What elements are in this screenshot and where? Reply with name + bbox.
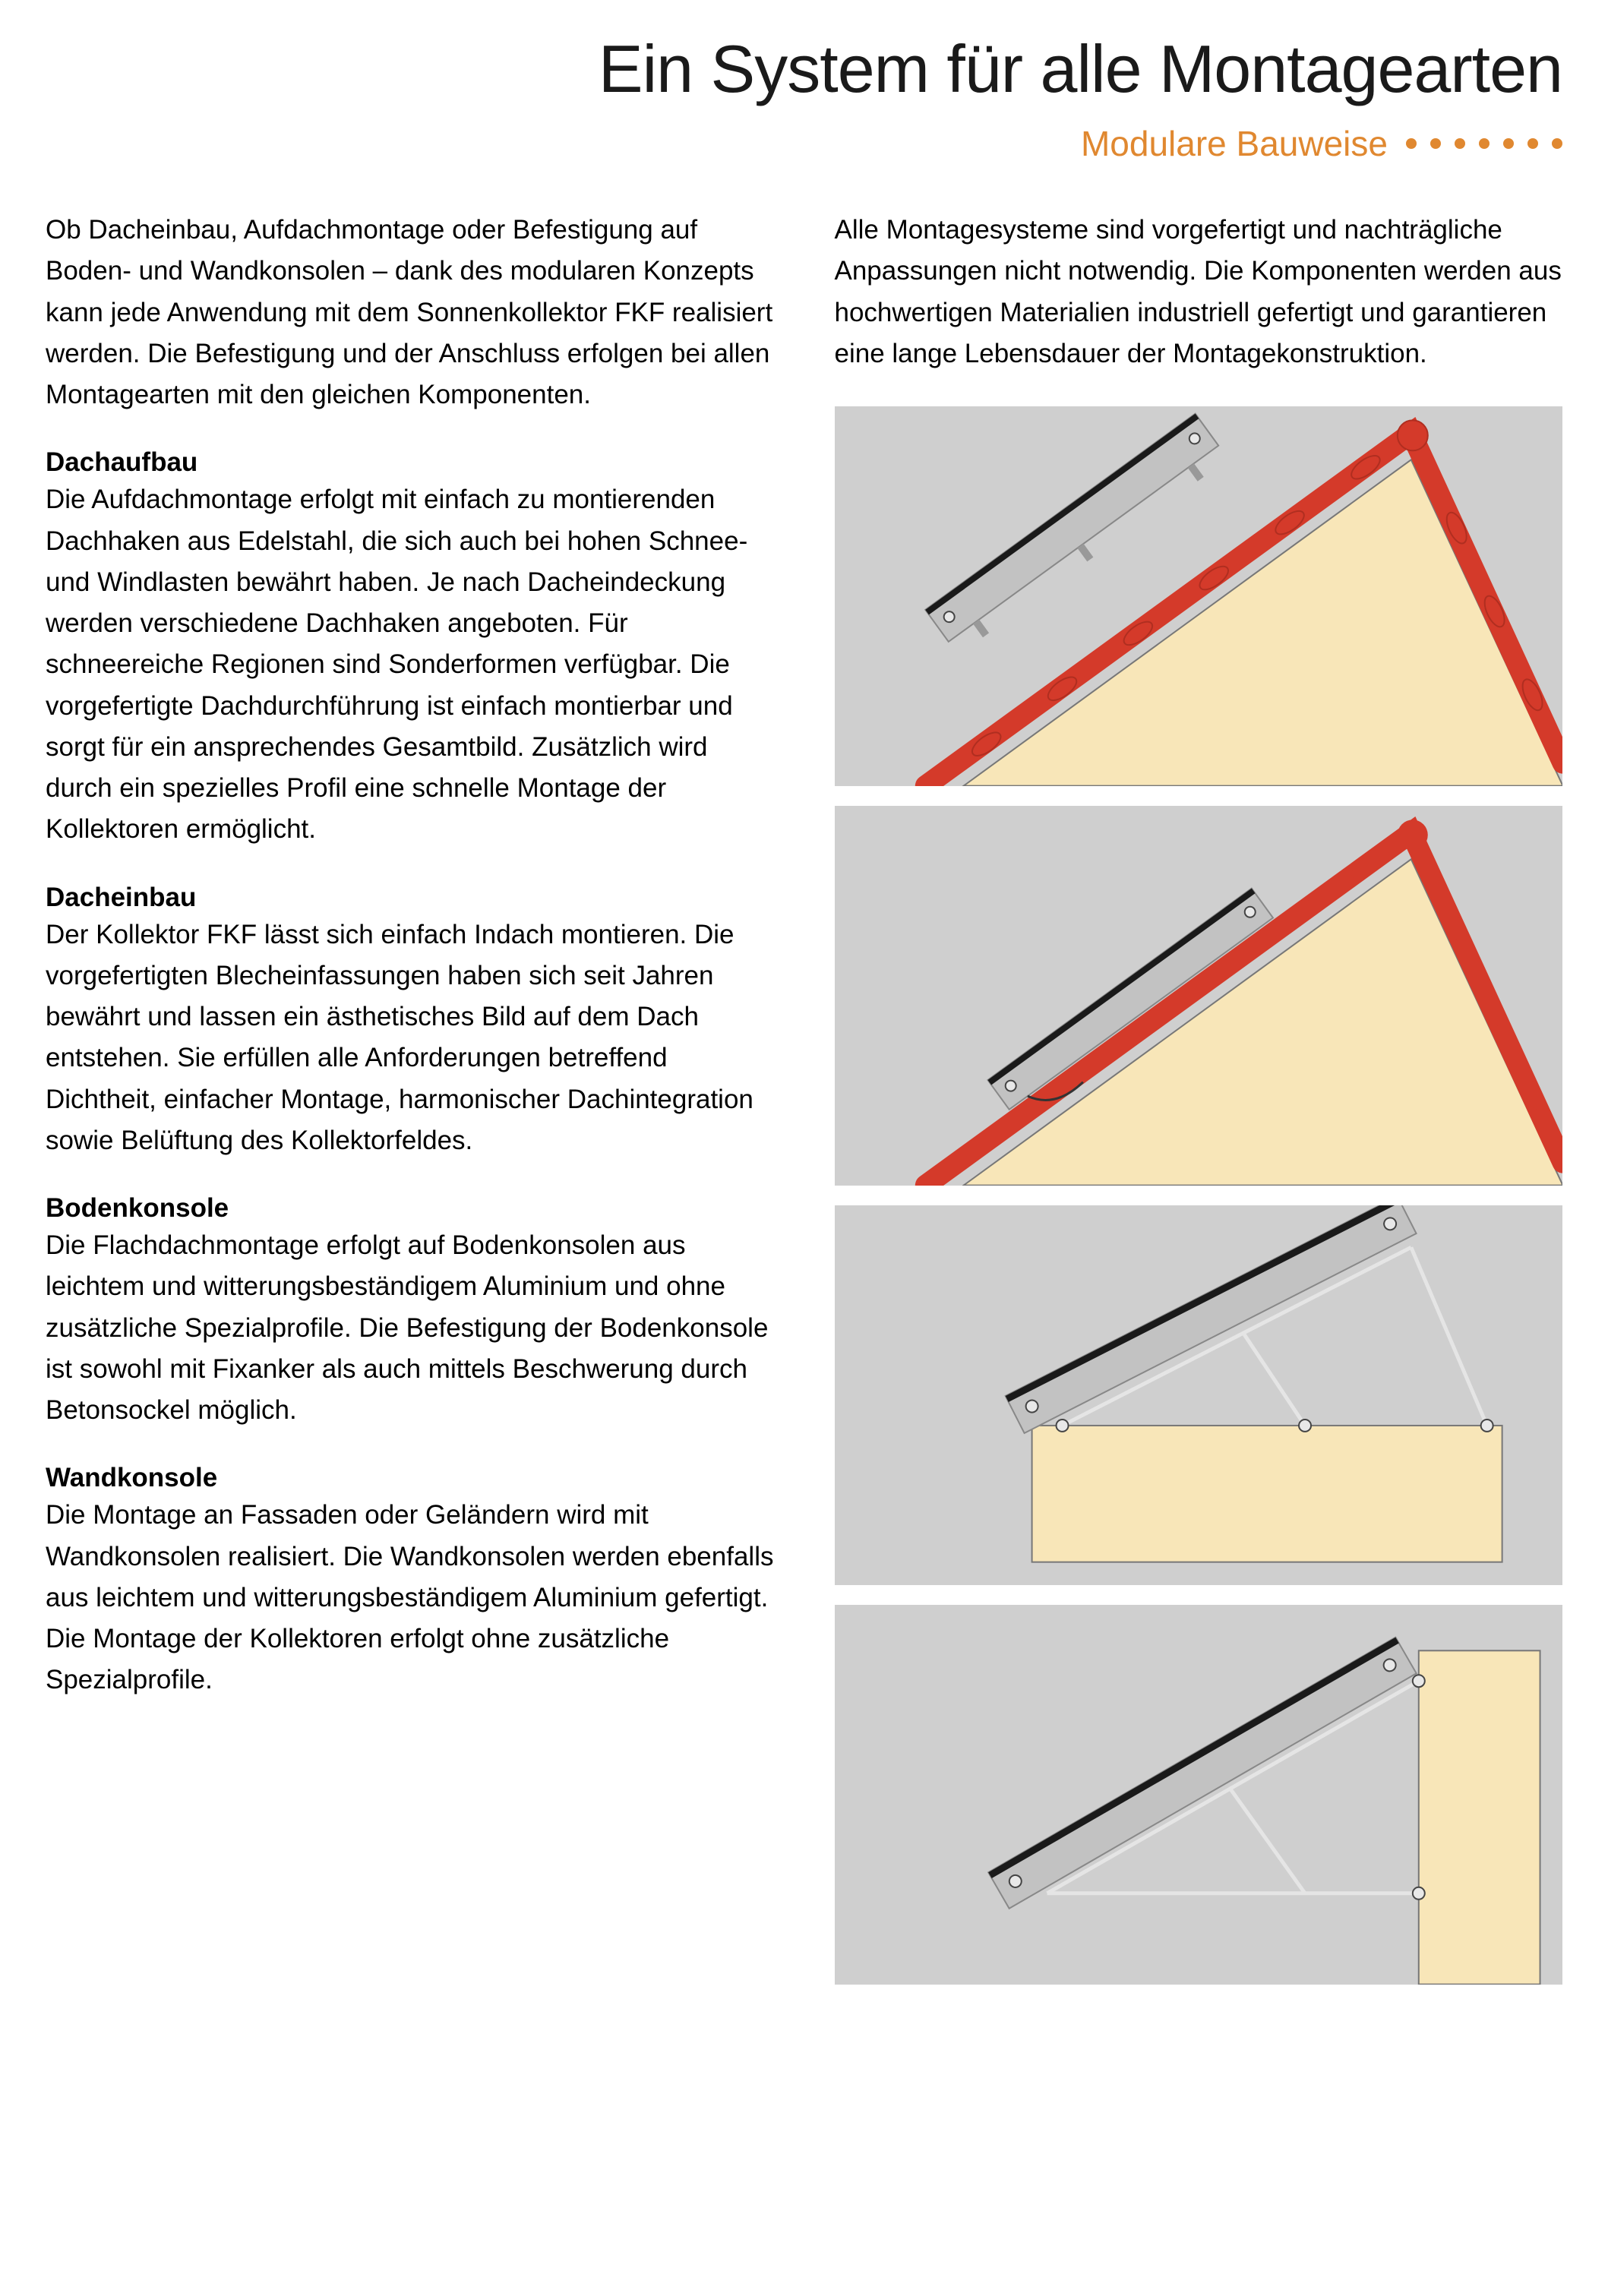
section-body: Die Montage an Fassaden oder Geländern w…	[46, 1495, 774, 1701]
dot-icon	[1430, 138, 1441, 149]
right-column: Alle Montagesysteme sind vorgefertigt un…	[835, 210, 1563, 1985]
dot-icon	[1406, 138, 1417, 149]
section-heading-bodenkonsole: Bodenkonsole	[46, 1193, 774, 1224]
section-heading-wandkonsole: Wandkonsole	[46, 1463, 774, 1493]
intro-text-right: Alle Montagesysteme sind vorgefertigt un…	[835, 210, 1563, 374]
section-body: Die Aufdachmontage erfolgt mit einfach z…	[46, 479, 774, 850]
diagram-ground-console	[835, 1205, 1563, 1585]
section-body: Die Flachdachmontage erfolgt auf Bodenko…	[46, 1225, 774, 1431]
section-heading-dacheinbau: Dacheinbau	[46, 883, 774, 913]
diagram-stack	[835, 406, 1563, 1985]
diagram-in-roof	[835, 806, 1563, 1186]
diagram-on-roof	[835, 406, 1563, 786]
left-column: Ob Dacheinbau, Aufdachmontage oder Befes…	[46, 210, 774, 1985]
intro-text: Ob Dacheinbau, Aufdachmontage oder Befes…	[46, 210, 774, 415]
dot-icon	[1527, 138, 1538, 149]
page-header: Ein System für alle Montagearten Modular…	[273, 30, 1562, 164]
dot-icon	[1503, 138, 1514, 149]
page-title: Ein System für alle Montagearten	[273, 30, 1562, 108]
decorative-dots	[1406, 138, 1562, 149]
section-body: Der Kollektor FKF lässt sich einfach Ind…	[46, 914, 774, 1162]
page-subtitle: Modulare Bauweise	[1081, 123, 1388, 164]
dot-icon	[1455, 138, 1465, 149]
section-heading-dachaufbau: Dachaufbau	[46, 447, 774, 478]
dot-icon	[1479, 138, 1490, 149]
subtitle-row: Modulare Bauweise	[273, 123, 1562, 164]
content-columns: Ob Dacheinbau, Aufdachmontage oder Befes…	[46, 210, 1562, 1985]
diagram-wall-console	[835, 1605, 1563, 1985]
dot-icon	[1552, 138, 1562, 149]
